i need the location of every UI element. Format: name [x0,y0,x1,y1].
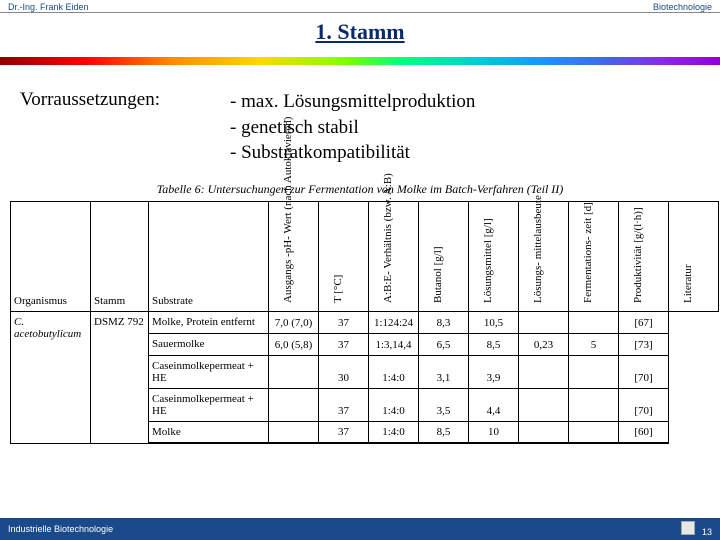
col-yield: Lösungs- mittelausbeute [519,201,569,311]
col-lit: Literatur [669,201,719,311]
cell: 8,3 [419,311,469,333]
cell: 8,5 [419,421,469,443]
cell: Sauermolke [149,333,269,355]
cell [269,421,319,443]
cell: 10 [469,421,519,443]
prereq-item: - Substratkompatibilität [230,140,475,166]
cell: 8,5 [469,333,519,355]
rainbow-divider [0,57,720,65]
cell: 5 [569,333,619,355]
cell [519,388,569,421]
author: Dr.-Ing. Frank Eiden [8,2,89,12]
col-stamm: Stamm [91,201,149,311]
cell: 3,9 [469,355,519,388]
cell [569,421,619,443]
data-table: Organismus Stamm Substrate Ausgangs -pH-… [10,201,719,445]
cell: 0,23 [519,333,569,355]
slide-footer: Industrielle Biotechnologie 13 [0,518,720,540]
table-head: Organismus Stamm Substrate Ausgangs -pH-… [11,201,719,311]
cell: 1:4:0 [369,355,419,388]
table-body: C. acetobutylicumDSMZ 792Molke, Protein … [11,311,719,443]
col-ratio: A:B:E- Verhältnis (bzw. A:B) [369,201,419,311]
cell-stamm: DSMZ 792 [91,311,149,443]
cell: Caseinmolkepermeat + HE [149,355,269,388]
cell [519,311,569,333]
table-caption: Tabelle 6: Untersuchungen zur Fermentati… [10,182,710,197]
slide-header: Dr.-Ing. Frank Eiden Biotechnologie [0,0,720,13]
col-temp: T [°C] [319,201,369,311]
prereq-item: - genetisch stabil [230,115,475,141]
cell: 4,4 [469,388,519,421]
cell [519,355,569,388]
content-area: Vorraussetzungen: - max. Lösungsmittelpr… [0,65,720,176]
cell: [60] [619,421,669,443]
cell: 37 [319,421,369,443]
col-substrate: Substrate [149,201,269,311]
col-time: Fermentations- zeit [d] [569,201,619,311]
page-number: 13 [702,527,712,537]
cell: 30 [319,355,369,388]
cell: 1:4:0 [369,421,419,443]
cell: 3,1 [419,355,469,388]
prereq-label: Vorraussetzungen: [20,89,230,166]
cell [569,355,619,388]
cell [269,388,319,421]
cell: Molke [149,421,269,443]
cell: [67] [619,311,669,333]
cell: Molke, Protein entfernt [149,311,269,333]
footer-left: Industrielle Biotechnologie [8,524,113,534]
cell: 37 [319,333,369,355]
cell: 3,5 [419,388,469,421]
cell: 6,5 [419,333,469,355]
cell: 1:4:0 [369,388,419,421]
cell: 37 [319,311,369,333]
col-solvent: Lösungsmittel [g/l] [469,201,519,311]
cell: [70] [619,355,669,388]
col-prod: Produktivität [g/(l·h)] [619,201,669,311]
cell: 10,5 [469,311,519,333]
col-organism: Organismus [11,201,91,311]
cell: [70] [619,388,669,421]
table-row: C. acetobutylicumDSMZ 792Molke, Protein … [11,311,719,333]
cell: 1:3,14,4 [369,333,419,355]
cell: 6,0 (5,8) [269,333,319,355]
course: Biotechnologie [653,2,712,12]
cell: [73] [619,333,669,355]
cell: Caseinmolkepermeat + HE [149,388,269,421]
cell [269,355,319,388]
footer-logo-icon [681,521,695,535]
cell [519,421,569,443]
cell: 37 [319,388,369,421]
cell: 7,0 (7,0) [269,311,319,333]
cell [569,388,619,421]
cell [569,311,619,333]
table-container: Tabelle 6: Untersuchungen zur Fermentati… [10,182,710,445]
prereq-item: - max. Lösungsmittelproduktion [230,89,475,115]
col-ph: Ausgangs -pH- Wert (nach Autoklavieren) [269,201,319,311]
slide-title: 1. Stamm [0,19,720,45]
cell-organism: C. acetobutylicum [11,311,91,443]
prereq-list: - max. Lösungsmittelproduktion - genetis… [230,89,475,166]
cell: 1:124:24 [369,311,419,333]
col-butanol: Butanol [g/l] [419,201,469,311]
footer-page: 13 [681,521,712,537]
